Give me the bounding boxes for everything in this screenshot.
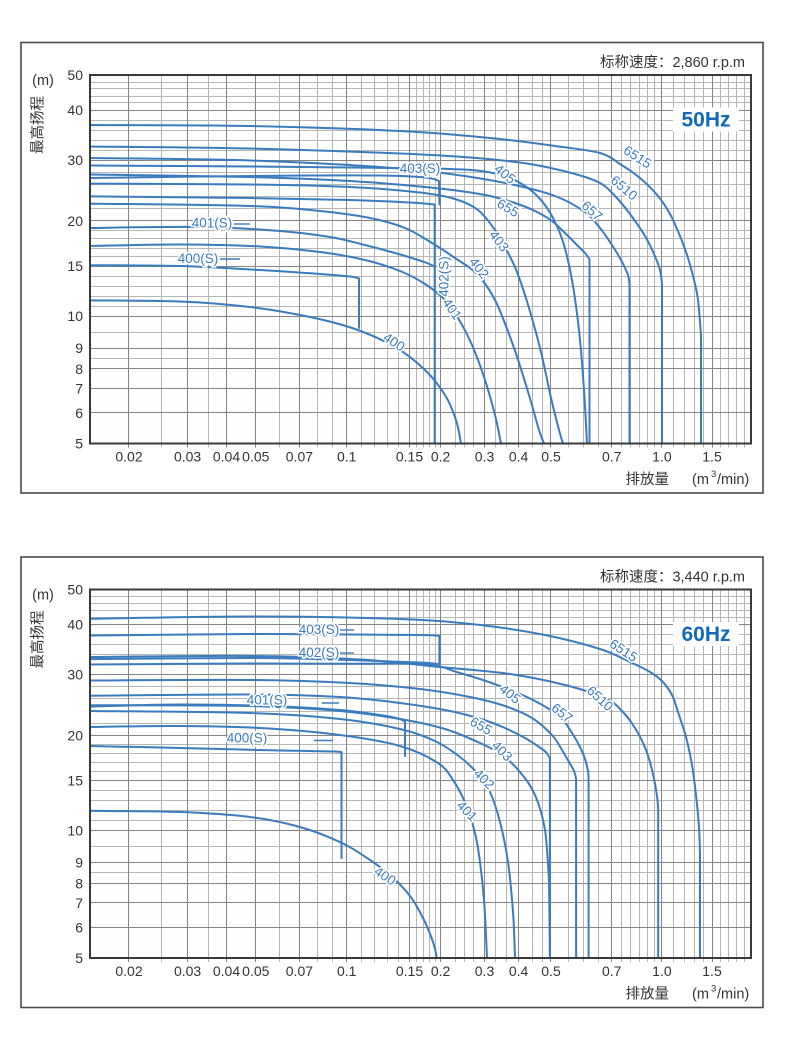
svg-text:400(S): 400(S) — [178, 251, 219, 266]
svg-text:60Hz: 60Hz — [681, 623, 730, 646]
svg-text:20: 20 — [67, 728, 83, 744]
svg-text:0.05: 0.05 — [242, 449, 269, 465]
svg-text:10: 10 — [67, 823, 83, 839]
svg-text:0.5: 0.5 — [541, 449, 561, 465]
svg-text:9: 9 — [75, 340, 83, 356]
svg-text:15: 15 — [67, 773, 83, 789]
svg-text:1.5: 1.5 — [702, 449, 722, 465]
svg-text:403(S): 403(S) — [299, 622, 340, 637]
svg-text:0.02: 0.02 — [115, 963, 142, 979]
svg-text:0.7: 0.7 — [602, 963, 622, 979]
svg-text:15: 15 — [67, 258, 83, 274]
svg-text:0.5: 0.5 — [541, 963, 561, 979]
svg-text:6: 6 — [75, 920, 83, 936]
svg-text:1.5: 1.5 — [702, 963, 722, 979]
svg-text:0.04: 0.04 — [213, 449, 240, 465]
svg-text:1.0: 1.0 — [652, 449, 672, 465]
svg-text:10: 10 — [67, 308, 83, 324]
svg-text:0.03: 0.03 — [174, 449, 201, 465]
svg-text:40: 40 — [67, 617, 83, 633]
svg-text:0.15: 0.15 — [396, 449, 423, 465]
svg-text:0.07: 0.07 — [286, 449, 313, 465]
svg-text:3: 3 — [711, 984, 716, 995]
svg-text:0.2: 0.2 — [431, 963, 451, 979]
svg-text:3: 3 — [711, 469, 716, 480]
svg-text:(m: (m — [692, 472, 709, 488]
svg-text:0.1: 0.1 — [337, 963, 357, 979]
svg-text:402(S): 402(S) — [299, 645, 340, 660]
svg-text:50: 50 — [67, 582, 83, 598]
svg-text:0.02: 0.02 — [115, 449, 142, 465]
svg-text:(m): (m) — [32, 588, 54, 604]
svg-text:标称速度：3,440 r.p.m: 标称速度：3,440 r.p.m — [600, 569, 745, 586]
svg-text:30: 30 — [67, 152, 83, 168]
svg-text:标称速度：2,860 r.p.m: 标称速度：2,860 r.p.m — [600, 54, 745, 71]
svg-text:排放量: 排放量 — [626, 471, 670, 488]
svg-text:400(S): 400(S) — [227, 731, 268, 746]
svg-text:401(S): 401(S) — [247, 693, 288, 708]
svg-text:7: 7 — [75, 895, 83, 911]
svg-text:0.03: 0.03 — [174, 963, 201, 979]
svg-text:7: 7 — [75, 381, 83, 397]
svg-text:0.4: 0.4 — [509, 963, 529, 979]
svg-text:0.3: 0.3 — [475, 449, 495, 465]
svg-text:8: 8 — [75, 876, 83, 892]
svg-text:0.4: 0.4 — [509, 449, 529, 465]
svg-text:30: 30 — [67, 667, 83, 683]
svg-text:0.7: 0.7 — [602, 449, 622, 465]
svg-text:最高扬程: 最高扬程 — [30, 96, 47, 154]
svg-text:0.05: 0.05 — [242, 963, 269, 979]
svg-text:20: 20 — [67, 213, 83, 229]
svg-text:0.2: 0.2 — [431, 449, 451, 465]
svg-text:6: 6 — [75, 405, 83, 421]
svg-text:50Hz: 50Hz — [681, 109, 730, 132]
svg-text:8: 8 — [75, 361, 83, 377]
svg-text:402(S): 402(S) — [437, 256, 452, 297]
svg-text:0.3: 0.3 — [475, 963, 495, 979]
svg-text:0.1: 0.1 — [337, 449, 357, 465]
svg-text:0.04: 0.04 — [213, 963, 240, 979]
svg-text:排放量: 排放量 — [626, 986, 670, 1003]
svg-text:401(S): 401(S) — [192, 216, 233, 231]
svg-text:403(S): 403(S) — [400, 161, 441, 176]
svg-text:50: 50 — [67, 67, 83, 83]
svg-text:5: 5 — [75, 436, 83, 452]
svg-text:1.0: 1.0 — [652, 963, 672, 979]
svg-text:(m: (m — [692, 987, 709, 1003]
svg-text:/min): /min) — [717, 472, 749, 488]
svg-text:/min): /min) — [717, 987, 749, 1003]
svg-text:0.15: 0.15 — [396, 963, 423, 979]
svg-text:0.07: 0.07 — [286, 963, 313, 979]
svg-text:9: 9 — [75, 855, 83, 871]
svg-text:(m): (m) — [32, 73, 54, 89]
svg-text:5: 5 — [75, 950, 83, 966]
svg-text:最高扬程: 最高扬程 — [30, 611, 47, 669]
svg-text:40: 40 — [67, 102, 83, 118]
